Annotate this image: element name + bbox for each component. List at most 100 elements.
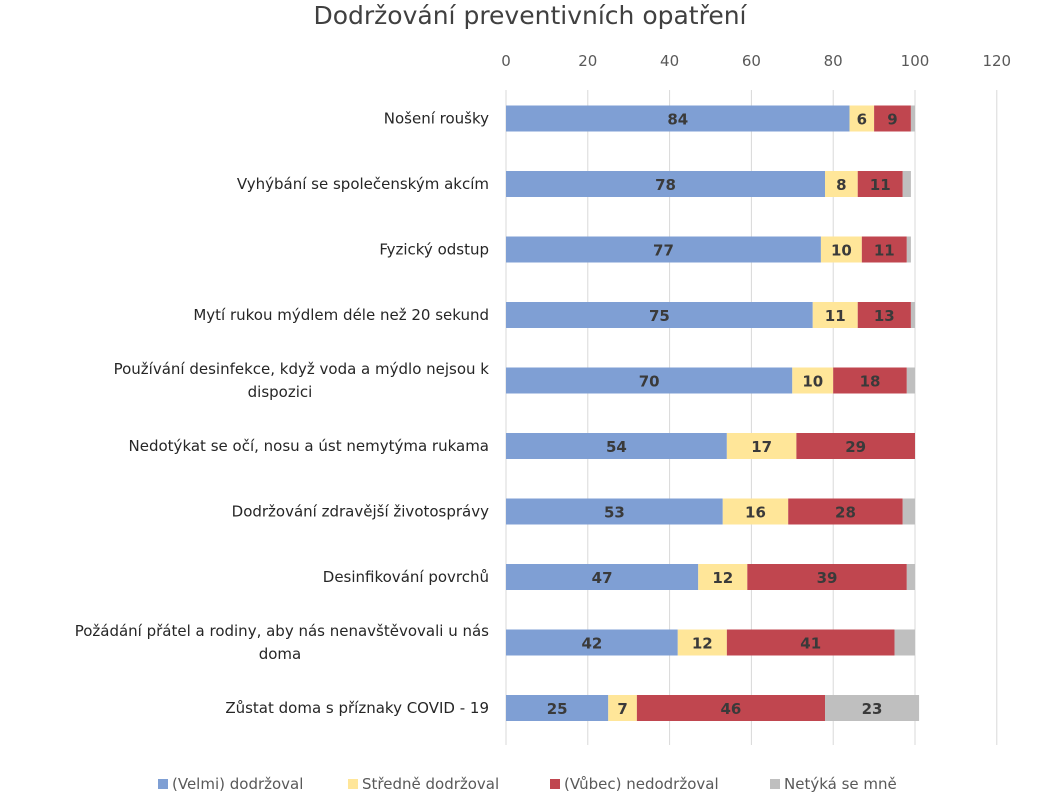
- bar-segment: [506, 498, 723, 525]
- legend-entry: (Vůbec) nedodržoval: [564, 775, 719, 793]
- bar-segment: [792, 367, 834, 394]
- data-label: 70: [639, 373, 660, 391]
- category-label: Desinfikování povrchů: [323, 568, 489, 586]
- bars: [506, 105, 920, 721]
- bar-segment: [747, 564, 907, 590]
- category-label: Používání desinfekce, když voda a mýdlo …: [114, 360, 490, 401]
- category-label: Fyzický odstup: [379, 241, 489, 259]
- data-label: 41: [800, 635, 821, 653]
- bar-segment: [825, 695, 920, 721]
- data-label: 84: [667, 111, 688, 129]
- data-label: 53: [604, 504, 625, 522]
- bar-segment: [812, 302, 858, 328]
- data-label: 13: [874, 307, 895, 325]
- bar-segment: [726, 629, 895, 656]
- data-label: 12: [692, 635, 713, 653]
- bar-segment: [506, 695, 609, 721]
- category-label: Nedotýkat se očí, nosu a úst nemytýma ru…: [129, 437, 489, 455]
- chart-title: Dodržování preventivních opatření: [313, 1, 747, 30]
- data-label: 75: [649, 307, 670, 325]
- data-label: 77: [653, 242, 674, 260]
- bar-segment: [788, 498, 903, 525]
- category-label: Dodržování zdravější životosprávy: [232, 503, 489, 521]
- bar-segment: [796, 433, 915, 459]
- bar-segment: [506, 367, 793, 394]
- data-label: 29: [845, 438, 866, 456]
- bar-segment: [820, 236, 862, 263]
- bar-segment: [861, 236, 907, 263]
- bar-segment: [906, 236, 911, 263]
- category-label: Požádání přátel a rodiny, aby nás nenavš…: [75, 622, 489, 663]
- bar-segment: [677, 629, 727, 656]
- bar-segment: [857, 171, 903, 197]
- bar-segment: [506, 105, 850, 132]
- x-tick-label: 120: [982, 52, 1011, 70]
- data-labels: 84 6 9 78 8 11 77 10 11 75 11 13 70 10 18 54 17 29 53 16 28 4…: [547, 111, 898, 719]
- data-label: 78: [655, 176, 676, 194]
- bar-segment: [636, 695, 826, 721]
- category-labels: Nošení roušky Vyhýbání se společenským ak…: [75, 110, 490, 718]
- data-label: 11: [870, 176, 891, 194]
- data-label: 9: [887, 111, 897, 129]
- bar-segment: [894, 629, 915, 656]
- data-label: 11: [825, 307, 846, 325]
- category-label: Nošení roušky: [384, 110, 489, 128]
- legend-entry: (Velmi) dodržoval: [172, 775, 303, 793]
- data-label: 47: [592, 569, 613, 587]
- bar-segment: [726, 433, 797, 459]
- x-tick-label: 60: [742, 52, 761, 70]
- bar-segment: [825, 171, 858, 197]
- legend: (Velmi) dodržoval Středně dodržoval (Vůbec…: [158, 775, 897, 793]
- legend-swatch: [550, 779, 560, 789]
- data-label: 28: [835, 504, 856, 522]
- data-label: 54: [606, 438, 627, 456]
- data-label: 12: [712, 569, 733, 587]
- data-label: 11: [874, 242, 895, 260]
- category-label: Mytí rukou mýdlem déle než 20 sekund: [193, 306, 489, 324]
- data-label: 18: [860, 373, 881, 391]
- legend-swatch: [158, 779, 168, 789]
- data-label: 42: [581, 635, 602, 653]
- x-tick-label: 40: [660, 52, 679, 70]
- data-label: 8: [836, 176, 846, 194]
- bar-segment: [506, 564, 699, 590]
- gridlines: [505, 90, 998, 745]
- bar-segment: [906, 564, 915, 590]
- bar-segment: [910, 105, 915, 132]
- data-label: 39: [817, 569, 838, 587]
- data-label: 7: [617, 700, 627, 718]
- x-axis-ticks: 0 20 40 60 80 100 120: [501, 52, 1011, 70]
- legend-swatch: [348, 779, 358, 789]
- bar-segment: [874, 105, 911, 132]
- bar-segment: [506, 629, 678, 656]
- data-label: 23: [862, 700, 883, 718]
- legend-entry: Středně dodržoval: [362, 775, 499, 793]
- bar-segment: [833, 367, 907, 394]
- bar-segment: [506, 302, 813, 328]
- bar-segment: [910, 302, 915, 328]
- data-label: 25: [547, 700, 568, 718]
- bar-segment: [698, 564, 748, 590]
- bar-segment: [906, 367, 915, 394]
- bar-segment: [902, 498, 915, 525]
- data-label: 10: [802, 373, 823, 391]
- legend-swatch: [770, 779, 780, 789]
- bar-segment: [722, 498, 789, 525]
- category-label: Zůstat doma s příznaky COVID - 19: [225, 699, 489, 717]
- legend-entry: Netýká se mně: [784, 775, 897, 793]
- category-label: Vyhýbání se společenským akcím: [237, 175, 489, 193]
- bar-segment: [608, 695, 637, 721]
- data-label: 46: [721, 700, 742, 718]
- data-label: 17: [751, 438, 772, 456]
- data-label: 6: [857, 111, 867, 129]
- data-label: 16: [745, 504, 766, 522]
- data-label: 10: [831, 242, 852, 260]
- bar-segment: [902, 171, 911, 197]
- bar-segment: [857, 302, 911, 328]
- x-tick-label: 0: [501, 52, 511, 70]
- x-tick-label: 100: [901, 52, 930, 70]
- bar-segment: [506, 433, 727, 459]
- bar-segment: [506, 171, 826, 197]
